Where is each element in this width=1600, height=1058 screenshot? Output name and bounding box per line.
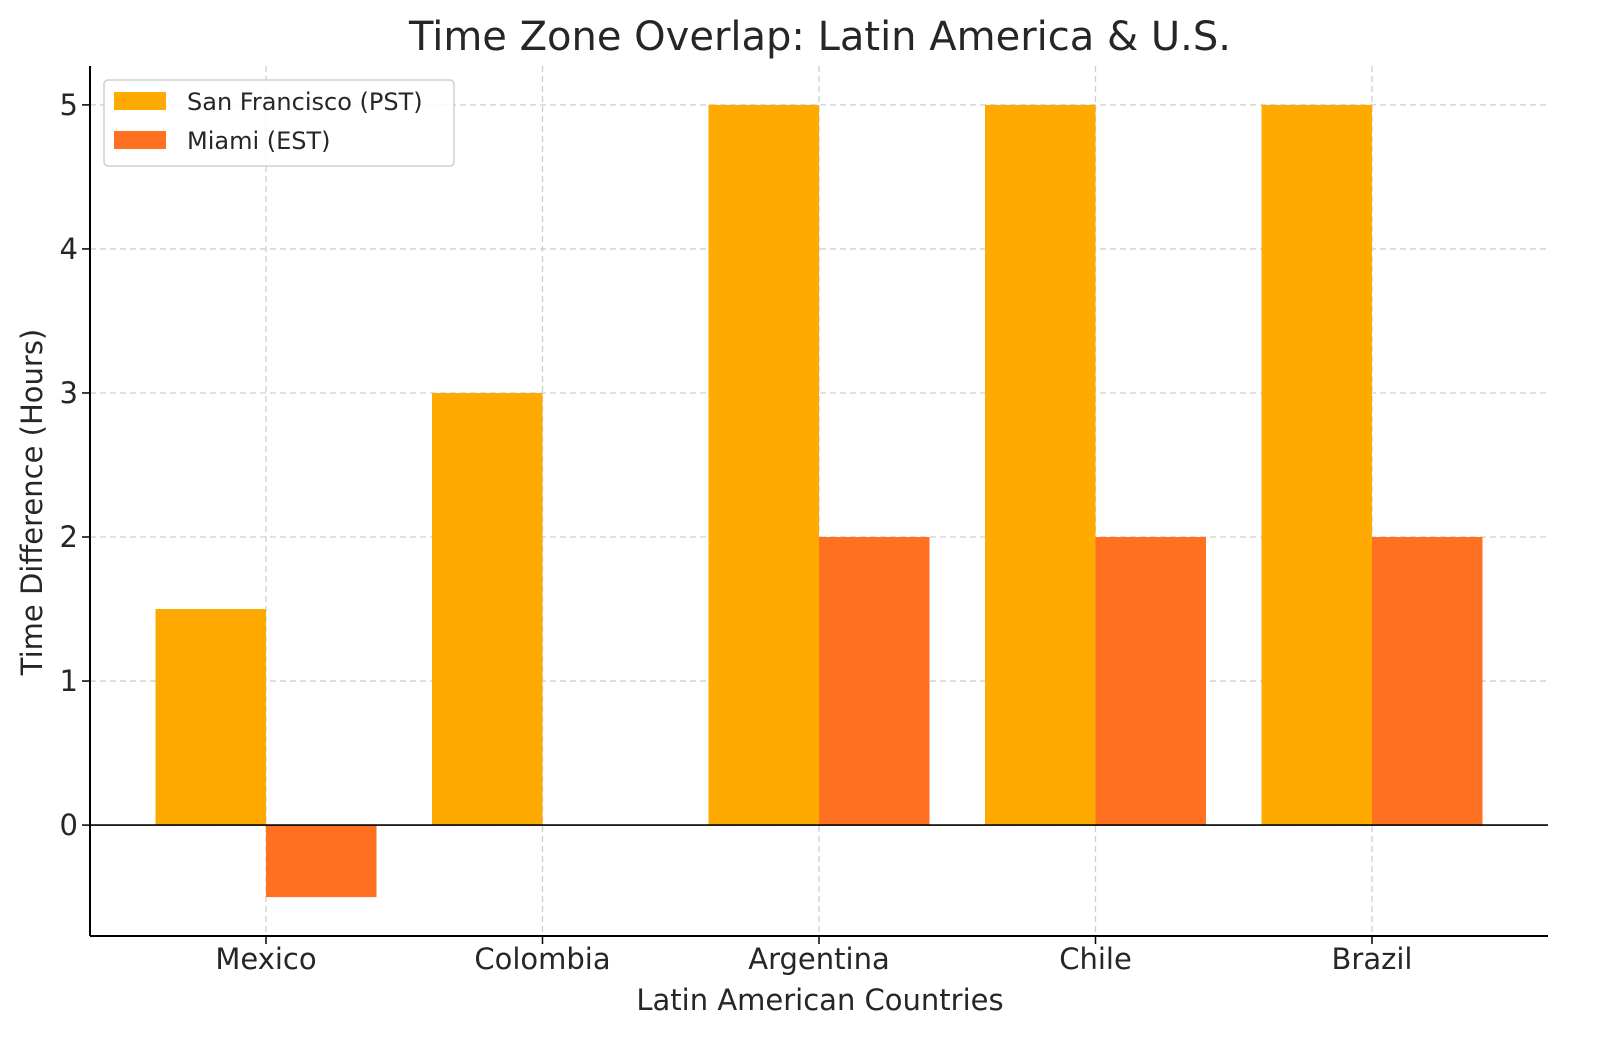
bar-san-francisco-argentina bbox=[708, 104, 819, 826]
x-tick-label-mexico: Mexico bbox=[215, 942, 316, 976]
bars bbox=[155, 104, 1483, 898]
bar-miami-brazil bbox=[1372, 537, 1483, 826]
bar-san-francisco-chile bbox=[985, 104, 1096, 826]
legend-label-miami: Miami (EST) bbox=[187, 127, 331, 155]
y-axis-label: Time Difference (Hours) bbox=[15, 329, 49, 677]
x-tick-label-argentina: Argentina bbox=[748, 942, 889, 976]
y-tick-label: 1 bbox=[60, 664, 78, 698]
chart-title: Time Zone Overlap: Latin America & U.S. bbox=[408, 14, 1231, 60]
x-tick-label-colombia: Colombia bbox=[474, 942, 610, 976]
bar-miami-argentina bbox=[819, 537, 930, 826]
bar-miami-chile bbox=[1095, 537, 1206, 826]
legend-swatch-san-francisco bbox=[114, 92, 166, 110]
y-axis-ticks: 0 1 2 3 4 5 bbox=[60, 88, 90, 842]
bar-miami-mexico bbox=[266, 825, 377, 898]
legend-label-san-francisco: San Francisco (PST) bbox=[187, 88, 423, 116]
y-tick-label: 4 bbox=[60, 232, 78, 266]
bar-san-francisco-colombia bbox=[432, 392, 543, 826]
y-tick-label: 3 bbox=[60, 376, 78, 410]
x-tick-label-brazil: Brazil bbox=[1332, 942, 1413, 976]
legend-swatch-miami bbox=[114, 131, 166, 149]
bar-san-francisco-brazil bbox=[1261, 104, 1372, 826]
legend-box bbox=[103, 79, 455, 167]
y-tick-label: 0 bbox=[60, 808, 78, 842]
y-tick-label: 5 bbox=[60, 88, 78, 122]
x-axis-label: Latin American Countries bbox=[636, 983, 1003, 1017]
x-axis-ticks: Mexico Colombia Argentina Chile Brazil bbox=[215, 936, 1412, 976]
bar-san-francisco-mexico bbox=[155, 609, 266, 826]
y-tick-label: 2 bbox=[60, 520, 78, 554]
legend: San Francisco (PST) Miami (EST) bbox=[103, 79, 455, 167]
x-tick-label-chile: Chile bbox=[1059, 942, 1132, 976]
